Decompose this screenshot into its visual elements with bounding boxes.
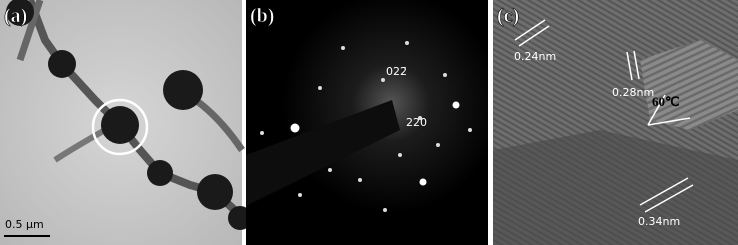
- particles: [6, 0, 252, 230]
- scale-bar-label: 0.5 μm: [5, 218, 44, 231]
- lattice-region: [493, 130, 738, 245]
- lattice-region: [640, 40, 738, 130]
- spot-label: 220: [406, 116, 427, 129]
- panel-c: (c) 0.24nm 0.28nm 60℃ 0.34nm: [493, 0, 738, 245]
- panel-label: (b): [250, 5, 274, 27]
- spacing-label: 0.34nm: [638, 215, 680, 228]
- panel-label: (a): [4, 5, 27, 27]
- fringe-markers: [514, 19, 694, 213]
- panel-label: (c): [497, 5, 519, 27]
- beam-stopper: [246, 100, 400, 206]
- nanowire: [16, 0, 44, 62]
- spacing-label: 0.24nm: [514, 50, 556, 63]
- highlight-circle: [91, 98, 149, 156]
- spacing-label: 0.28nm: [612, 86, 654, 99]
- angle-label: 60℃: [652, 94, 680, 109]
- nanowire: [53, 127, 107, 163]
- panel-b: (b) 022̄ 220: [246, 0, 488, 245]
- spot-label: 022̄: [386, 65, 407, 78]
- diffraction-spots: [260, 41, 472, 212]
- panel-a: (a) 0.5 μm: [0, 0, 252, 245]
